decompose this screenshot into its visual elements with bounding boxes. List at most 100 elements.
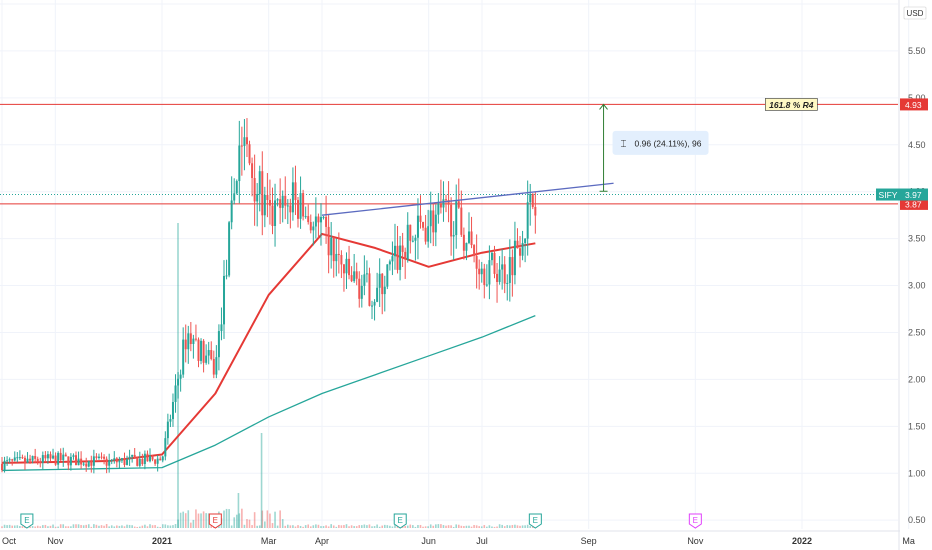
candle-body <box>97 456 100 458</box>
volume-bar <box>292 525 294 528</box>
volume-bar <box>531 526 534 528</box>
earnings-marker[interactable]: E <box>20 513 34 529</box>
candle-body <box>243 137 246 147</box>
candle-body <box>317 216 320 223</box>
volume-bar <box>417 524 419 528</box>
earnings-marker-label: E <box>533 516 538 525</box>
measure-label-box[interactable] <box>612 130 709 155</box>
volume-bar <box>103 525 105 528</box>
volume-bar <box>164 524 167 528</box>
candle-body <box>223 275 226 325</box>
earnings-marker[interactable]: E <box>688 513 702 529</box>
volume-bar <box>131 525 133 528</box>
candle-body <box>266 195 269 200</box>
volume-bar <box>133 526 136 528</box>
candle-body <box>488 260 491 285</box>
candle-body <box>289 205 292 213</box>
volume-bar <box>207 513 210 528</box>
candle-body <box>358 278 361 299</box>
volume-bar <box>412 525 414 528</box>
volume-bar <box>243 524 246 528</box>
volume-bar <box>172 525 174 528</box>
candle-body <box>220 324 223 332</box>
volume-bar <box>67 526 70 528</box>
candle-body <box>365 273 368 275</box>
volume-bar <box>177 519 179 528</box>
volume-bar <box>488 525 491 528</box>
candle-body <box>496 273 499 282</box>
earnings-marker-label: E <box>693 516 698 525</box>
candle-body <box>182 339 185 375</box>
volume-bar <box>287 524 289 528</box>
volume-bar <box>116 525 118 528</box>
volume-bar <box>62 524 65 528</box>
last-price-text: 3.97 <box>905 190 922 200</box>
volume-bar <box>409 524 412 528</box>
y-tick-label: 2.00 <box>908 374 926 384</box>
volume-bar <box>276 525 279 528</box>
volume-bar <box>251 525 253 528</box>
x-tick-label: Jul <box>476 536 488 546</box>
candle-body <box>330 237 333 256</box>
volume-bar <box>315 524 317 528</box>
volume-bar <box>440 524 442 528</box>
candle-body <box>146 453 149 462</box>
volume-bar <box>233 517 236 528</box>
volume-bar <box>491 526 493 528</box>
y-axis[interactable]: 5.505.004.504.003.503.002.502.001.501.00… <box>876 0 928 550</box>
earnings-marker-shape <box>20 513 34 529</box>
volume-bar <box>258 525 261 528</box>
candle-body <box>151 455 154 460</box>
candle-body <box>3 460 6 471</box>
candle-body <box>378 273 381 288</box>
candle-body <box>429 210 432 227</box>
trendline[interactable] <box>321 182 614 216</box>
candle-body <box>506 282 509 284</box>
volume-bar <box>435 524 437 528</box>
earnings-marker[interactable]: E <box>393 513 407 529</box>
fib-label[interactable]: 161.8 % R4 <box>765 98 818 111</box>
volume-bar <box>144 524 146 528</box>
candle-body <box>465 242 468 251</box>
currency-label[interactable]: USD <box>903 6 927 20</box>
volume-bar <box>59 524 62 528</box>
candle-body <box>29 458 32 461</box>
candle-body <box>72 455 75 457</box>
volume-bar <box>353 526 355 528</box>
volume-bar <box>463 526 465 528</box>
candle-body <box>475 256 478 269</box>
volume-bar <box>54 526 57 528</box>
candle-body <box>284 195 287 206</box>
candle-body <box>388 261 391 265</box>
volume-bar <box>167 525 169 528</box>
volume-bar <box>294 526 297 528</box>
candle-body <box>108 460 111 466</box>
volume-bar <box>432 525 435 528</box>
volume-bar <box>95 524 98 528</box>
candle-body <box>228 222 231 276</box>
earnings-marker[interactable]: E <box>208 513 222 529</box>
volume-bar <box>230 525 233 528</box>
y-tick-label: 0.50 <box>908 515 926 525</box>
earnings-marker[interactable]: E <box>528 513 542 529</box>
volume-bar <box>105 524 108 528</box>
candle-body <box>21 457 24 459</box>
volume-bar <box>110 525 113 528</box>
candle-body <box>46 454 49 459</box>
candle-body <box>245 137 248 145</box>
volume-bar <box>496 526 498 528</box>
price-tag-box <box>900 98 928 111</box>
candle-body <box>307 216 310 223</box>
candle-body <box>256 194 259 202</box>
candle-body <box>526 202 529 239</box>
volume-bar <box>465 525 468 528</box>
volume-bar <box>136 526 139 528</box>
volume-bar <box>299 525 302 528</box>
x-axis[interactable]: Oct Nov 2021 Mar Apr Jun Jul Sep Nov 2022 Ma <box>0 530 915 546</box>
candle-body <box>36 458 39 462</box>
candle-body <box>13 457 16 461</box>
volume-bar <box>514 524 516 528</box>
drawings[interactable]: ⌶ 0.96 (24.11%), 96 161.8 % R4 <box>321 98 818 216</box>
